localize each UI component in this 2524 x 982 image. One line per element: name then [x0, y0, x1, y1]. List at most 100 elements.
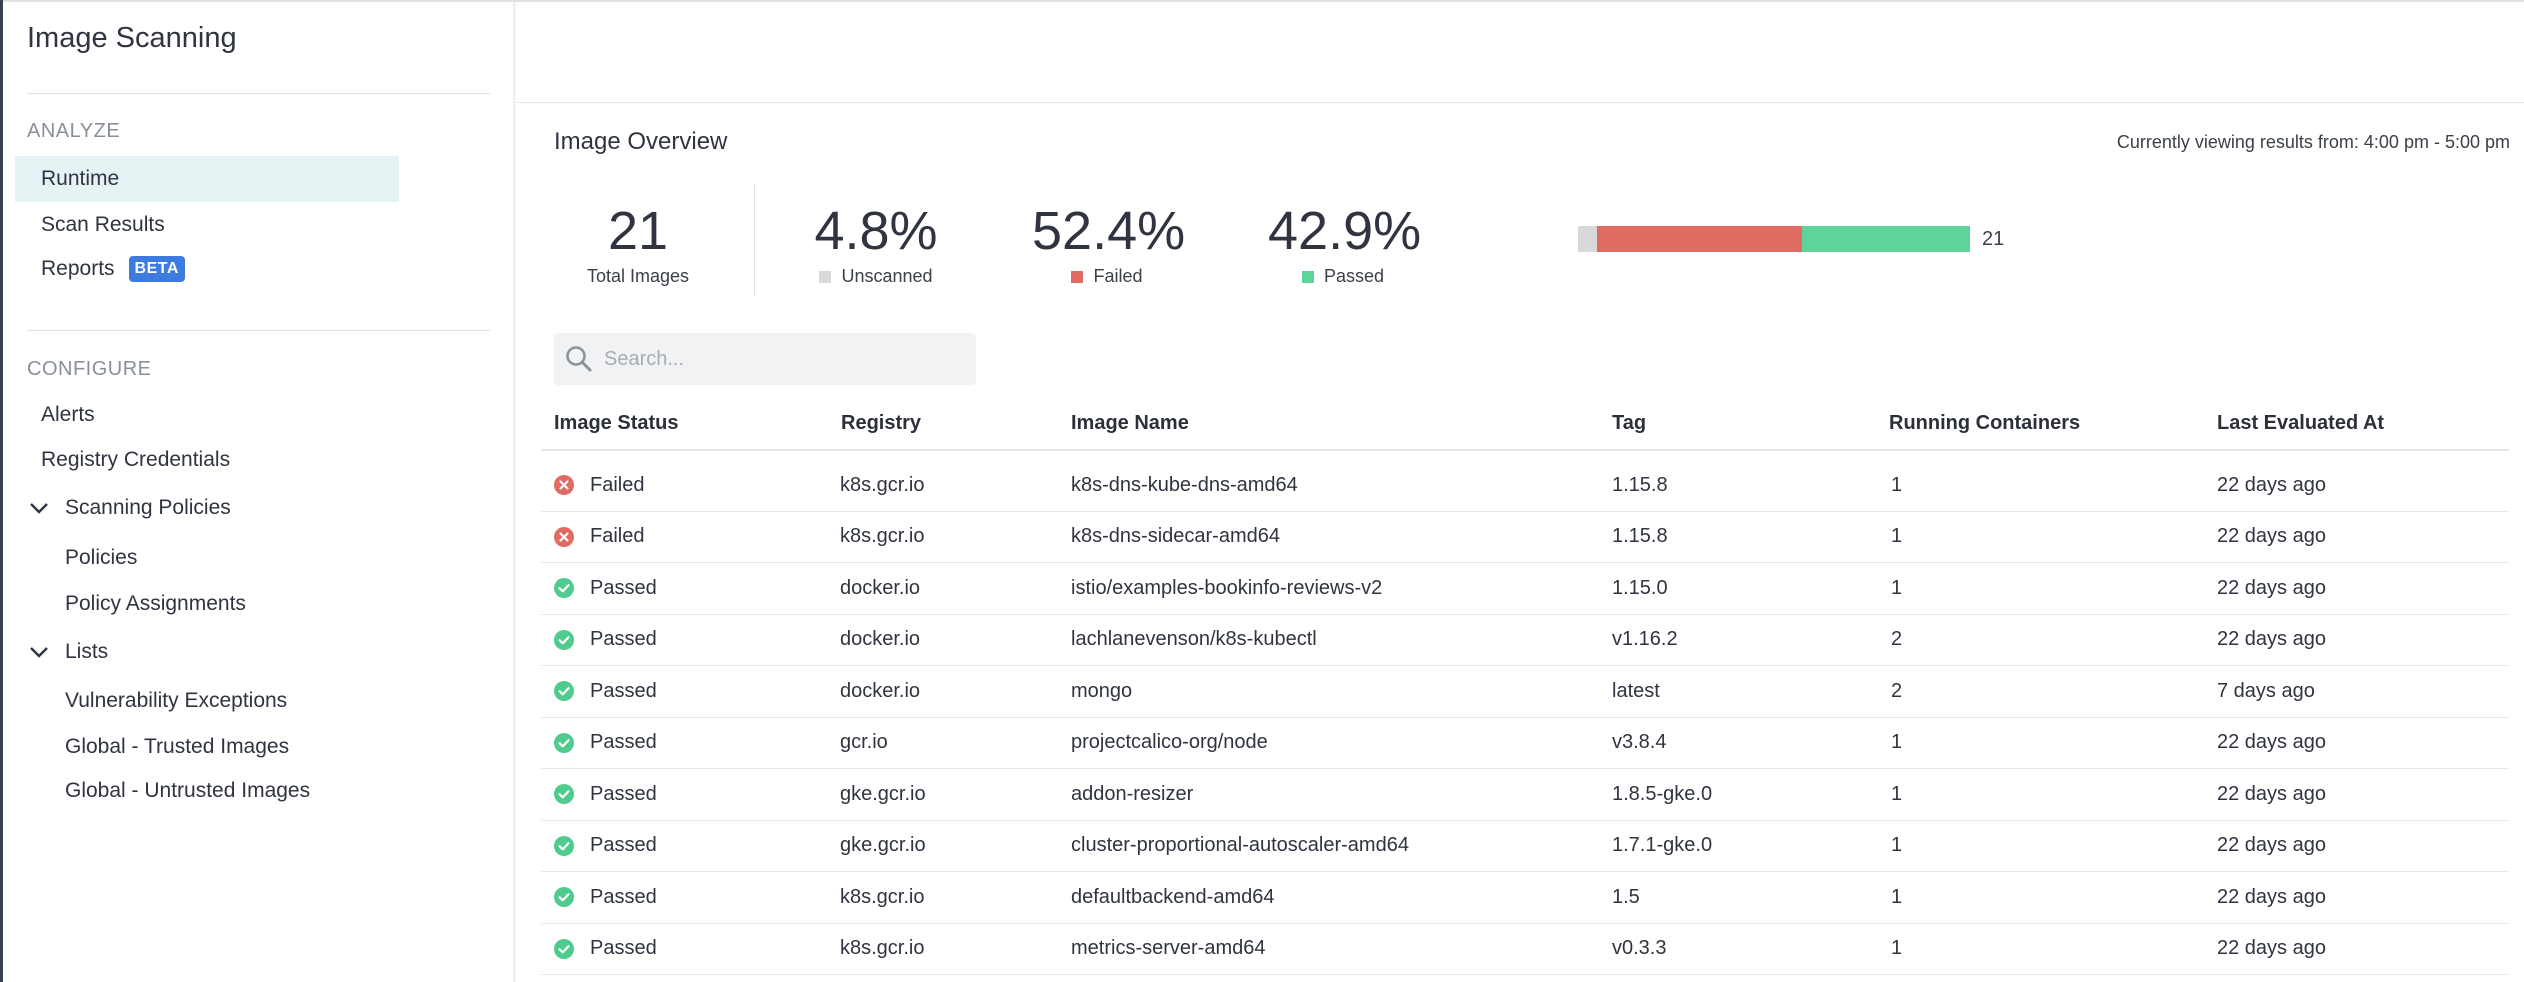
passed-check-icon — [554, 629, 574, 650]
cell-running-containers: 1 — [1891, 525, 1903, 548]
status-stacked-bar — [1578, 226, 1970, 252]
cell-image-name: addon-resizer — [1071, 782, 1194, 805]
passed-check-icon — [554, 887, 574, 908]
cell-tag: 1.15.8 — [1612, 525, 1668, 548]
sidebar-item-label: Alerts — [41, 403, 95, 426]
cell-status: Passed — [554, 769, 657, 820]
passed-check-icon — [554, 835, 574, 856]
cell-tag: v0.3.3 — [1612, 937, 1667, 960]
cell-running-containers: 2 — [1891, 679, 1903, 702]
column-header-image-name[interactable]: Image Name — [1071, 412, 1189, 434]
failed-x-icon — [554, 475, 574, 496]
cell-status: Passed — [554, 666, 657, 717]
column-header-registry[interactable]: Registry — [841, 412, 922, 434]
search-input[interactable] — [602, 346, 966, 372]
sidebar-item-global-untrusted-images[interactable]: Global - Untrusted Images — [65, 779, 311, 802]
sidebar-shadow — [513, 2, 517, 982]
status-label: Passed — [590, 834, 657, 857]
table-row[interactable]: Passed k8s.gcr.io metrics-server-amd64 v0.3… — [541, 924, 2509, 975]
table-row[interactable]: Failed k8s.gcr.io k8s-dns-sidecar-amd64 1.1… — [541, 512, 2509, 563]
table-header-divider — [541, 449, 2509, 451]
cell-last-evaluated: 22 days ago — [2217, 885, 2326, 908]
table-row[interactable]: Passed gcr.io projectcalico-org/node v3.8.4… — [541, 718, 2509, 769]
search-icon — [566, 346, 592, 372]
passed-check-icon — [554, 681, 574, 702]
status-label: Passed — [590, 782, 657, 805]
app-title: Image Scanning — [27, 22, 237, 54]
cell-status: Passed — [554, 924, 657, 975]
status-label: Failed — [590, 473, 645, 496]
column-header-tag[interactable]: Tag — [1612, 412, 1647, 434]
cell-registry: docker.io — [840, 628, 921, 651]
sidebar-item-policies[interactable]: Policies — [65, 546, 138, 569]
cell-status: Passed — [554, 718, 657, 769]
table-row[interactable]: Passed gke.gcr.io addon-resizer 1.8.5-gke.0… — [541, 769, 2509, 821]
table-row[interactable]: Passed gke.gcr.io cluster-proportional-aut… — [541, 821, 2509, 872]
table-row[interactable]: Failed k8s.gcr.io k8s-dns-kube-dns-amd64 1.… — [541, 460, 2509, 512]
stat-divider — [754, 184, 755, 296]
beta-badge: BETA — [128, 256, 185, 282]
stat-total-images: 21 Total Images — [566, 204, 710, 287]
cell-tag: 1.7.1-gke.0 — [1612, 834, 1713, 857]
table-row[interactable]: Passed docker.io istio/examples-bookinfo-r… — [541, 563, 2509, 615]
cell-status: Failed — [554, 460, 644, 511]
legend-swatch-unscanned — [819, 270, 832, 283]
sidebar-group-scanning-policies[interactable]: Scanning Policies — [27, 496, 231, 520]
status-label: Passed — [590, 937, 657, 960]
cell-status: Passed — [554, 563, 657, 614]
stat-label: Unscanned — [841, 266, 933, 286]
cell-registry: k8s.gcr.io — [840, 937, 925, 960]
cell-tag: 1.5 — [1612, 885, 1640, 908]
cell-tag: latest — [1612, 679, 1660, 702]
sidebar-group-lists[interactable]: Lists — [27, 640, 108, 664]
stat-label: Total Images — [586, 266, 690, 286]
sidebar-divider — [27, 330, 490, 331]
cell-last-evaluated: 22 days ago — [2217, 937, 2326, 960]
legend-swatch-failed — [1071, 270, 1084, 283]
viewing-range-text: Currently viewing results from: 4:00 pm … — [2116, 132, 2510, 152]
sidebar-item-vulnerability-exceptions[interactable]: Vulnerability Exceptions — [65, 689, 288, 712]
bar-segment-passed — [1802, 226, 1970, 252]
column-header-running-containers[interactable]: Running Containers — [1889, 412, 2081, 434]
sidebar: Image Scanning ANALYZE Runtime Scan Resu… — [3, 2, 513, 982]
stat-passed: 42.9% Passed — [1268, 201, 1422, 287]
passed-check-icon — [554, 784, 574, 805]
status-label: Passed — [590, 731, 657, 754]
table-row[interactable]: Passed docker.io mongo latest 2 7 days ago — [541, 666, 2509, 718]
sidebar-item-reports[interactable]: Reports BETA — [15, 246, 399, 292]
stat-value: 21 — [607, 201, 669, 261]
cell-image-name: lachlanevenson/k8s-kubectl — [1071, 628, 1317, 651]
column-header-image-status[interactable]: Image Status — [554, 412, 679, 434]
cell-tag: 1.8.5-gke.0 — [1612, 782, 1713, 805]
cell-running-containers: 1 — [1891, 782, 1903, 805]
table-row[interactable]: Passed k8s.gcr.io defaultbackend-amd64 1.5 1… — [541, 872, 2509, 924]
table-row[interactable]: Passed docker.io lachlanevenson/k8s-kubect… — [541, 615, 2509, 666]
sidebar-item-runtime[interactable]: Runtime — [15, 156, 399, 202]
column-header-last-evaluated[interactable]: Last Evaluated At — [2217, 412, 2385, 434]
sidebar-divider — [27, 93, 490, 94]
stat-unscanned: 4.8% Unscanned — [806, 204, 946, 287]
section-analyze: ANALYZE — [27, 120, 121, 142]
search-box[interactable] — [554, 333, 976, 385]
cell-last-evaluated: 22 days ago — [2217, 834, 2326, 857]
sidebar-item-global-trusted-images[interactable]: Global - Trusted Images — [65, 735, 290, 758]
chevron-down-icon — [30, 647, 48, 658]
cell-status: Passed — [554, 872, 657, 923]
cell-tag: v1.16.2 — [1612, 628, 1678, 651]
sidebar-item-scan-results[interactable]: Scan Results — [15, 202, 399, 248]
stat-value: 42.9% — [1268, 201, 1422, 261]
sidebar-item-alerts[interactable]: Alerts — [15, 392, 399, 438]
sidebar-item-policy-assignments[interactable]: Policy Assignments — [65, 592, 246, 615]
sidebar-item-registry-credentials[interactable]: Registry Credentials — [15, 437, 399, 483]
cell-last-evaluated: 22 days ago — [2217, 525, 2326, 548]
cell-registry: k8s.gcr.io — [840, 885, 925, 908]
status-label: Passed — [590, 679, 657, 702]
cell-registry: k8s.gcr.io — [840, 473, 925, 496]
cell-image-name: mongo — [1071, 679, 1133, 702]
cell-last-evaluated: 22 days ago — [2217, 628, 2326, 651]
failed-x-icon — [554, 526, 574, 547]
cell-image-name: k8s-dns-kube-dns-amd64 — [1071, 473, 1298, 496]
stat-label: Failed — [1093, 266, 1143, 286]
status-label: Passed — [590, 885, 657, 908]
sidebar-item-label: Scan Results — [41, 213, 165, 236]
